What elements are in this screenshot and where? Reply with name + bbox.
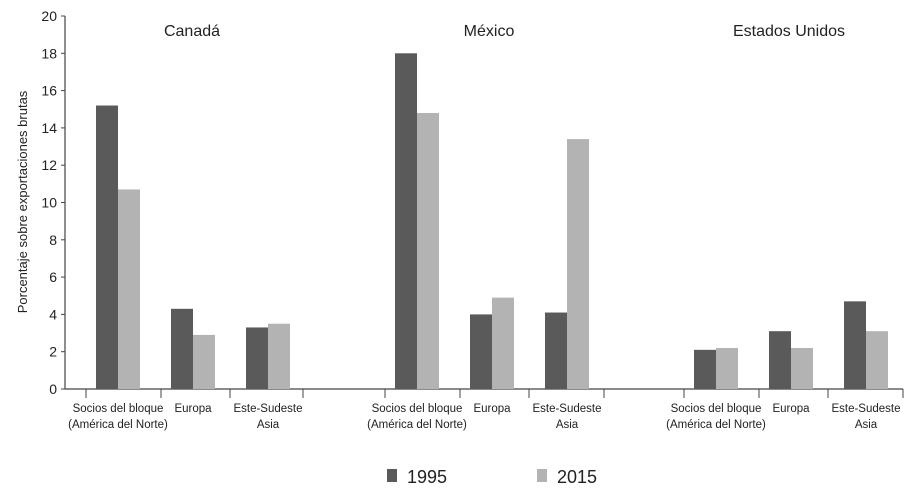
category-label: Europa	[174, 403, 212, 415]
bar-1995	[171, 308, 193, 389]
bar-1995	[470, 314, 492, 389]
legend-label: 1995	[407, 467, 447, 487]
y-tick-label: 12	[41, 157, 57, 173]
y-tick-label: 2	[49, 344, 57, 360]
legend-label: 2015	[557, 467, 597, 487]
category-label: (América del Norte)	[367, 419, 467, 431]
y-tick-label: 6	[49, 269, 57, 285]
y-tick-label: 0	[49, 381, 57, 397]
legend: 1995 2015	[387, 467, 597, 487]
y-tick-label: 4	[49, 306, 57, 322]
category-label: Socios del bloque	[73, 403, 164, 415]
bar-1995	[96, 105, 118, 390]
category-label: Asia	[257, 419, 280, 431]
y-tick-label: 16	[41, 83, 57, 99]
y-tick-label: 20	[41, 8, 57, 24]
group-titles: Canadá México Estados Unidos	[164, 23, 845, 40]
category-label: Socios del bloque	[372, 403, 463, 415]
x-axis-category-labels: Socios del bloque (América del Norte) Euro…	[68, 389, 904, 431]
y-tick-label: 10	[41, 195, 57, 211]
bar-1995	[844, 301, 866, 389]
bar-1995	[395, 53, 417, 390]
category-label: Asia	[556, 419, 579, 431]
bar-2015	[417, 112, 439, 389]
bar-2015	[567, 139, 589, 389]
y-axis-label: Porcentaje sobre exportaciones brutas	[15, 90, 30, 313]
bar-1995	[545, 312, 567, 389]
group-title: México	[464, 23, 515, 40]
bar-1995	[769, 331, 791, 389]
legend-swatch-2015	[537, 469, 547, 482]
y-tick-label: 18	[41, 45, 57, 61]
y-tick-label: 8	[49, 232, 57, 248]
category-label: Este-Sudeste	[532, 403, 601, 415]
bar-2015	[791, 347, 813, 389]
bar-2015	[716, 347, 738, 389]
y-axis-ticks: 0 2 4 6 8 10 12 14 16 18 20	[41, 8, 65, 397]
bar-2015	[118, 189, 140, 389]
y-tick-label: 14	[41, 120, 57, 136]
legend-swatch-1995	[387, 469, 397, 482]
bar-1995	[246, 327, 268, 389]
category-label: Socios del bloque	[671, 403, 762, 415]
bar-2015	[193, 334, 215, 389]
category-label: Europa	[772, 403, 810, 415]
bars	[96, 53, 888, 390]
bar-2015	[268, 323, 290, 389]
bar-1995	[694, 349, 716, 389]
category-label: (América del Norte)	[666, 419, 766, 431]
category-label: Asia	[855, 419, 878, 431]
category-label: Europa	[473, 403, 511, 415]
group-title: Canadá	[164, 23, 220, 40]
category-label: (América del Norte)	[68, 419, 168, 431]
bar-2015	[866, 331, 888, 389]
group-title: Estados Unidos	[733, 23, 845, 40]
bar-2015	[492, 297, 514, 389]
category-label: Este-Sudeste	[831, 403, 900, 415]
category-label: Este-Sudeste	[233, 403, 302, 415]
